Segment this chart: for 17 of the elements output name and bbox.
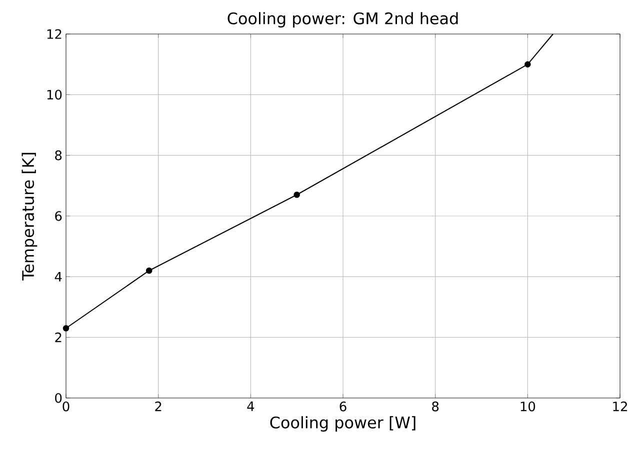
x-axis-title: Cooling power [W] [270, 416, 416, 432]
y-tick-label: 8 [55, 150, 62, 160]
x-tick-label: 4 [247, 402, 254, 411]
x-tick-label: 10 [520, 402, 536, 412]
y-tick-label: 4 [54, 272, 62, 282]
x-tick-label: 12 [613, 402, 627, 412]
x-tick-label: 2 [155, 402, 162, 412]
y-tick-label: 6 [55, 211, 62, 221]
y-tick-label: 10 [47, 90, 62, 100]
x-tick-label: 6 [340, 402, 346, 412]
y-tick-label: 2 [55, 332, 62, 342]
y-tick-label: 0 [55, 393, 62, 403]
chart-title: Cooling power: GM 2nd head [228, 12, 458, 28]
y-tick-label: 12 [47, 29, 62, 39]
y-axis-title: Temperature [K] [22, 152, 38, 281]
x-tick-label: 8 [432, 402, 439, 412]
x-tick-label: 0 [62, 402, 70, 412]
